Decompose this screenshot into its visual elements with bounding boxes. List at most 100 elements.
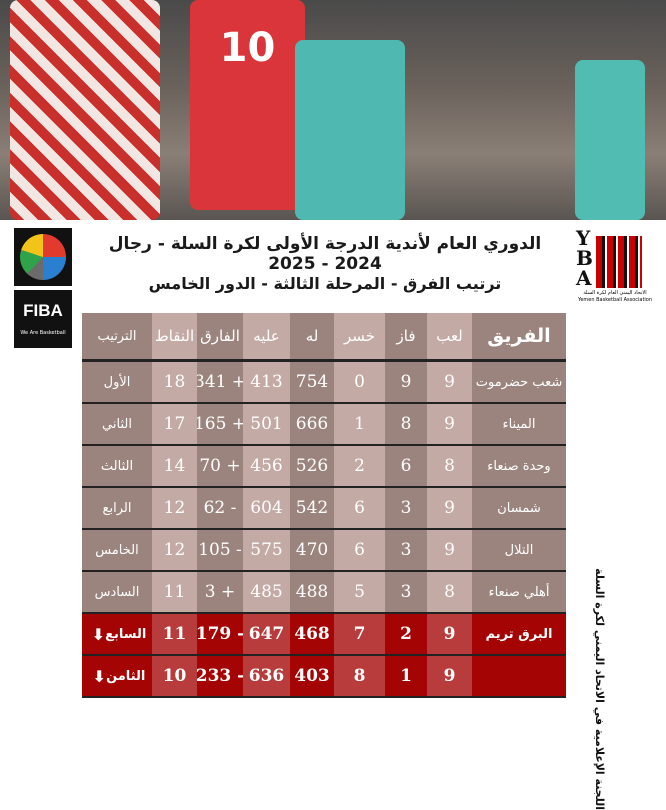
lost-text: 7 [353, 624, 366, 644]
played-text: 9 [444, 540, 455, 560]
cell-lost: 0 [334, 362, 385, 402]
rank-text: الثالث [100, 458, 134, 474]
fiba-logo-ball [14, 228, 72, 286]
cell-points: 17 [152, 404, 197, 444]
cell-played: 9 [427, 530, 472, 570]
played-text: 9 [443, 624, 456, 644]
rank-text: السابع [105, 626, 147, 642]
points-text: النقاط [154, 327, 195, 345]
won-text: 3 [400, 540, 412, 560]
diff-text: الفارق [200, 327, 240, 345]
cell-points: 11 [152, 572, 197, 612]
cell-points: 14 [152, 446, 197, 486]
diff-text: 70 + [199, 456, 241, 476]
won-text: 3 [400, 498, 412, 518]
points-text: 11 [162, 624, 187, 644]
table-row: الثاني 17 165 + 501 666 1 8 9 الميناء [82, 404, 566, 446]
against-text: 456 [250, 456, 283, 476]
cell-for: 526 [290, 446, 334, 486]
for-text: 468 [294, 624, 330, 644]
diff-text: 179 - [197, 624, 243, 644]
points-text: 17 [163, 414, 186, 434]
against-text: 604 [250, 498, 283, 518]
header-lost: خسر [334, 313, 385, 359]
table-row: ⬇ الثامن 10 233 -636 403 8 1 9 [82, 656, 566, 698]
cell-for: 666 [290, 404, 334, 444]
cell-played: 8 [427, 572, 472, 612]
cell-lost: 7 [334, 614, 385, 654]
won-text: 9 [400, 372, 412, 392]
side-credit: اللجنة الإعلامية في الاتحاد اليمني لكرة … [593, 568, 606, 810]
cell-played: 9 [427, 404, 472, 444]
cell-lost: 6 [334, 530, 385, 570]
diff-text: 341 + [197, 372, 243, 392]
cell-rank: الخامس [82, 530, 152, 570]
header-diff: الفارق [197, 313, 243, 359]
cell-diff: 105 - [197, 530, 243, 570]
cell-rank: الرابع [82, 488, 152, 528]
diff-text: 105 - [198, 540, 242, 560]
won-text: 2 [400, 624, 412, 644]
cell-rank: السادس [82, 572, 152, 612]
header-won: فاز [385, 313, 427, 359]
cell-team: شمسان [472, 488, 566, 528]
cell-won: 9 [385, 362, 427, 402]
won-text: 3 [400, 582, 412, 602]
table-row: ⬇ السابع 11 179 -647 468 7 2 9 البرق تريم [82, 614, 566, 656]
for-text: 488 [295, 582, 329, 602]
cell-against: 485 [243, 572, 290, 612]
cell-points: 12 [152, 488, 197, 528]
cell-points: 11 [152, 614, 197, 654]
header-photo: 10 [0, 0, 666, 220]
cell-won: 1 [385, 656, 427, 696]
cell-won: 3 [385, 572, 427, 612]
cell-played: 9 [427, 614, 472, 654]
cell-against: 636 [243, 656, 290, 696]
played-text: 8 [444, 582, 455, 602]
for-text: 666 [295, 414, 329, 434]
cell-diff: 341 + [197, 362, 243, 402]
team-text: الميناء [502, 416, 536, 432]
lost-text: 8 [353, 666, 366, 686]
for-text: 542 [295, 498, 329, 518]
header-for: له [290, 313, 334, 359]
table-row: الرابع 12 62 - 604 542 6 3 9 شمسان [82, 488, 566, 530]
cell-won: 3 [385, 488, 427, 528]
played-text: لعب [436, 327, 463, 345]
cell-for: 542 [290, 488, 334, 528]
header-rank: الترتيب [82, 313, 152, 359]
points-text: 11 [163, 582, 186, 602]
player-red-10: 10 [190, 0, 305, 210]
team-text: شمسان [497, 500, 541, 516]
cell-team: الميناء [472, 404, 566, 444]
cell-for: 468 [290, 614, 334, 654]
team-text: التلال [504, 542, 534, 558]
cell-team: البرق تريم [472, 614, 566, 654]
cell-against: 604 [243, 488, 290, 528]
lost-text: 5 [354, 582, 365, 602]
header-played: لعب [427, 313, 472, 359]
cell-rank: الثاني [82, 404, 152, 444]
against-text: عليه [253, 327, 280, 345]
header-team: الفريق [472, 313, 566, 359]
cell-lost: 1 [334, 404, 385, 444]
rank-text: الترتيب [97, 328, 137, 344]
lost-text: 6 [354, 540, 365, 560]
cell-against: 413 [243, 362, 290, 402]
for-text: 526 [295, 456, 329, 476]
cell-points: 18 [152, 362, 197, 402]
cell-lost: 5 [334, 572, 385, 612]
diff-text: 165 + [197, 414, 243, 434]
diff-text: 62 - [203, 498, 237, 518]
cell-played: 9 [427, 362, 472, 402]
page-title: الدوري العام لأندية الدرجة الأولى لكرة ا… [108, 234, 542, 274]
cell-lost: 6 [334, 488, 385, 528]
against-text: 485 [250, 582, 283, 602]
player-teal-center [295, 40, 405, 220]
cell-team: شعب حضرموت [472, 362, 566, 402]
rank-text: الأول [103, 374, 131, 390]
rank-text: الثاني [102, 416, 132, 432]
cell-won: 8 [385, 404, 427, 444]
cell-diff: 70 + [197, 446, 243, 486]
cell-played: 8 [427, 446, 472, 486]
